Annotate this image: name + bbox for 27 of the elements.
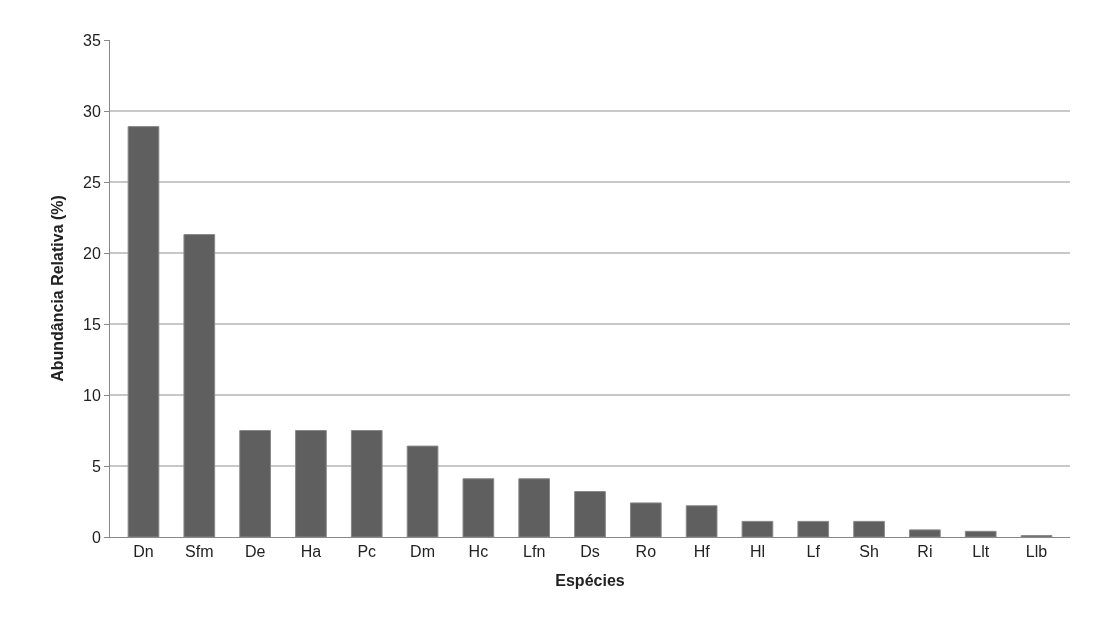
x-tick-label: Pc [357,543,377,561]
x-tick-label: Ha [300,543,322,561]
y-tick-label: 15 [83,315,101,333]
x-tick-label: Llb [1025,543,1048,561]
y-axis-title: Abundância Relativa (%) [48,195,66,382]
x-tick-label: Llt [972,543,990,561]
y-tick-label: 20 [83,244,101,262]
y-tick-label: 35 [83,31,101,49]
x-axis-title: Espécies [555,571,625,589]
y-tick-label: 30 [83,102,101,120]
y-tick-label: 25 [83,173,101,191]
x-tick-label: Sh [859,543,879,561]
x-tick-label: Hl [749,543,765,561]
x-tick-label: Ri [917,543,933,561]
y-tick-label: 0 [91,528,101,546]
x-tick-label: Hf [693,543,711,561]
x-tick-label: Ro [635,543,657,561]
x-tick-label: Dn [133,543,154,561]
y-tick-label: 5 [91,457,101,475]
x-tick-label: Lf [806,543,821,561]
x-tick-label: Lfn [523,543,546,561]
x-tick-label: Sfm [185,543,214,561]
x-tick-label: Ds [580,543,600,561]
y-tick-label: 10 [83,386,101,404]
x-tick-label: Dm [410,543,436,561]
x-tick-label: Hc [468,543,489,561]
x-tick-label: De [244,543,266,561]
